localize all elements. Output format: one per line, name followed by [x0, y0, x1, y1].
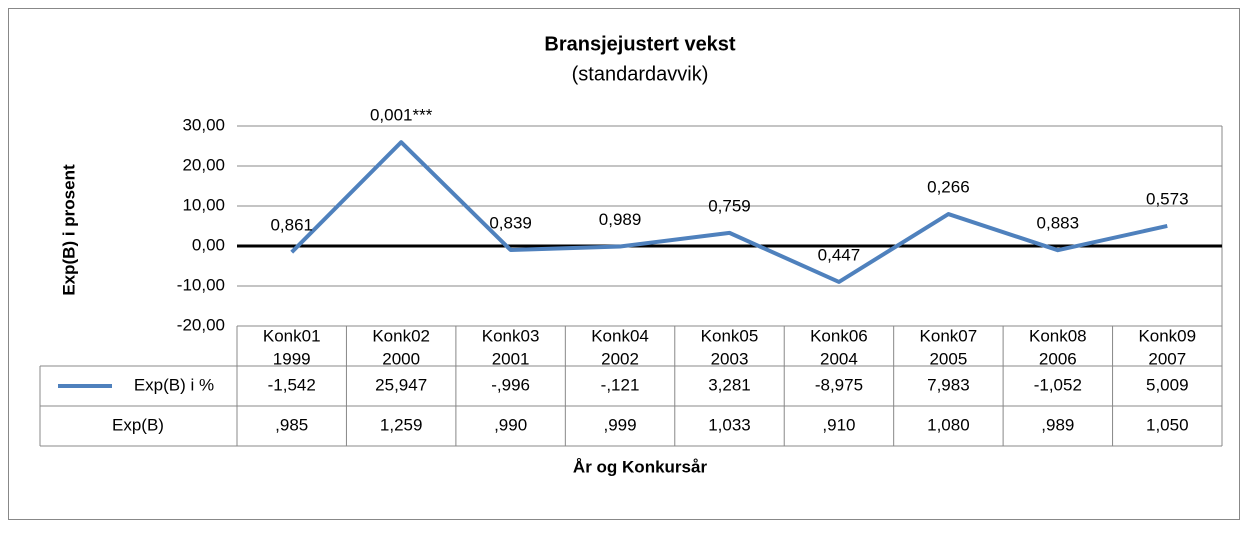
- y-tick-label: 30,00: [182, 115, 225, 134]
- point-annotation: 0,573: [1146, 189, 1189, 208]
- table-value: ,990: [494, 415, 527, 434]
- table-value: -8,975: [815, 375, 863, 394]
- table-value: -1,052: [1034, 375, 1082, 394]
- table-value: ,910: [822, 415, 855, 434]
- point-annotation: 0,839: [489, 213, 532, 232]
- series-line: [290, 140, 1168, 284]
- y-tick-label: -10,00: [177, 275, 225, 294]
- y-tick-label: -20,00: [177, 315, 225, 334]
- table-value: -1,542: [268, 375, 316, 394]
- x-tick-label: Konk07: [920, 326, 978, 345]
- x-axis-label: År og Konkursår: [573, 457, 708, 476]
- x-tick-label: Konk09: [1138, 326, 1196, 345]
- x-tick-label: 1999: [273, 349, 311, 368]
- chart-title: Bransjejustert vekst: [544, 33, 736, 55]
- legend-label: Exp(B) i %: [134, 375, 214, 394]
- y-axis-label: Exp(B) i prosent: [59, 164, 78, 296]
- table-value: 5,009: [1146, 375, 1189, 394]
- x-tick-label: Konk05: [701, 326, 759, 345]
- x-tick-label: 2006: [1039, 349, 1077, 368]
- table-value: 1,050: [1146, 415, 1189, 434]
- table-value: -,121: [601, 375, 640, 394]
- x-tick-label: Konk03: [482, 326, 540, 345]
- point-annotation: 0,989: [599, 210, 642, 229]
- x-tick-label: Konk06: [810, 326, 868, 345]
- table-value: 3,281: [708, 375, 751, 394]
- x-tick-label: Konk02: [372, 326, 430, 345]
- table-value: 1,259: [380, 415, 423, 434]
- x-tick-label: 2003: [711, 349, 749, 368]
- x-tick-label: Konk04: [591, 326, 649, 345]
- point-annotation: 0,266: [927, 178, 970, 197]
- table-value: -,996: [491, 375, 530, 394]
- x-tick-label: 2007: [1148, 349, 1186, 368]
- x-tick-label: 2005: [929, 349, 967, 368]
- table-value: ,989: [1041, 415, 1074, 434]
- y-tick-label: 10,00: [182, 195, 225, 214]
- table-value: 1,033: [708, 415, 751, 434]
- table-value: 25,947: [375, 375, 427, 394]
- table-value: ,985: [275, 415, 308, 434]
- point-annotation: 0,447: [818, 245, 861, 264]
- point-annotation: 0,759: [708, 196, 751, 215]
- point-annotation: 0,001***: [370, 106, 433, 125]
- x-tick-label: 2004: [820, 349, 858, 368]
- y-tick-label: 0,00: [192, 235, 225, 254]
- x-tick-label: 2001: [492, 349, 530, 368]
- chart-border: [8, 8, 1240, 520]
- x-tick-label: Konk08: [1029, 326, 1087, 345]
- x-tick-label: 2002: [601, 349, 639, 368]
- x-tick-label: 2000: [382, 349, 420, 368]
- point-annotation: 0,861: [270, 216, 313, 235]
- table-value: 1,080: [927, 415, 970, 434]
- y-tick-label: 20,00: [182, 155, 225, 174]
- table-value: ,999: [604, 415, 637, 434]
- table-row-label: Exp(B): [112, 415, 164, 434]
- chart-subtitle: (standardavvik): [572, 63, 709, 85]
- x-tick-label: Konk01: [263, 326, 321, 345]
- table-value: 7,983: [927, 375, 970, 394]
- point-annotation: 0,883: [1037, 214, 1080, 233]
